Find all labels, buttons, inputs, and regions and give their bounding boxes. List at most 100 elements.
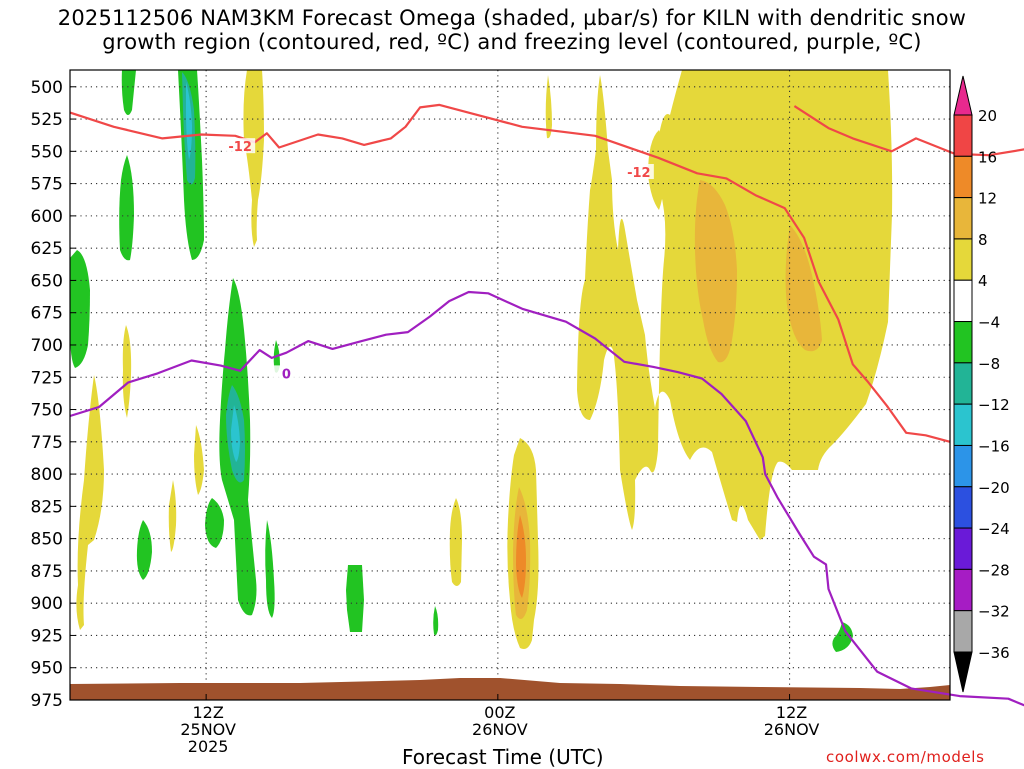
contour-label: -12 xyxy=(228,140,252,155)
colorbar-bottom-arrow xyxy=(953,651,973,693)
contour-label-background xyxy=(623,163,654,179)
colorbar-swatch xyxy=(953,321,973,364)
chart-title: 2025112506 NAM3KM Forecast Omega (shaded… xyxy=(0,6,1024,54)
contour-layer xyxy=(69,103,1024,707)
omega-cell-positive-8 xyxy=(785,225,822,352)
colorbar-label: −24 xyxy=(978,520,1010,538)
terrain xyxy=(70,678,950,700)
omega-cell-positive xyxy=(168,480,177,552)
omega-cell-positive-12 xyxy=(516,515,526,598)
y-tick-label: 800 xyxy=(31,465,63,485)
x-tick-label: 00Z xyxy=(484,703,515,722)
omega-cell-negative xyxy=(119,155,134,261)
omega-cell-negative xyxy=(433,606,439,636)
y-tick-label: 750 xyxy=(31,401,63,421)
colorbar-label: −4 xyxy=(978,314,1000,332)
title-line-2: growth region (contoured, red, ºC) and f… xyxy=(102,30,922,54)
colorbar-label: 16 xyxy=(978,148,997,166)
omega-shading xyxy=(70,70,893,652)
x-tick-label: 26NOV xyxy=(764,720,820,739)
colorbar-swatch xyxy=(953,568,973,612)
colorbar-swatch xyxy=(953,444,973,488)
contour-label-background xyxy=(271,365,302,381)
omega-cell-negative xyxy=(832,622,853,652)
y-tick-label: 675 xyxy=(31,304,63,324)
omega-cell-positive-8 xyxy=(694,180,737,363)
colorbar xyxy=(953,75,973,693)
colorbar-label: 12 xyxy=(978,190,997,208)
omega-cell-positive xyxy=(545,75,552,139)
y-tick-label: 825 xyxy=(31,497,63,517)
omega-cell-positive xyxy=(648,130,665,210)
contour-label-layer: -12-12-180 xyxy=(225,138,654,382)
omega-cell-negative xyxy=(121,70,136,115)
y-tick-label: 725 xyxy=(31,368,63,388)
colorbar-swatch xyxy=(953,362,973,405)
dgz-contour xyxy=(69,103,951,443)
title-line-1: 2025112506 NAM3KM Forecast Omega (shaded… xyxy=(57,6,967,30)
contour-label: -12 xyxy=(627,166,651,181)
omega-cell-positive xyxy=(449,498,462,586)
x-tick-label: 25NOV xyxy=(180,720,236,739)
omega-cell-negative xyxy=(346,565,364,632)
y-tick-label: 650 xyxy=(31,271,63,291)
colorbar-label: −28 xyxy=(978,561,1010,579)
y-tick-label: 575 xyxy=(31,175,63,195)
omega-cell-positive xyxy=(243,70,264,247)
colorbar-swatch xyxy=(953,486,973,529)
colorbar-swatch xyxy=(953,238,973,281)
grid-lines xyxy=(70,70,950,701)
x-tick-label: 12Z xyxy=(776,703,807,722)
y-tick-label: 700 xyxy=(31,336,63,356)
colorbar-swatch xyxy=(953,403,973,446)
omega-cell-negative xyxy=(136,520,152,580)
plot-frame xyxy=(69,69,951,701)
omega-cell-positive xyxy=(122,325,132,418)
omega-cell-negative xyxy=(70,250,90,368)
y-tick-label: 975 xyxy=(31,691,63,711)
y-tick-label: 600 xyxy=(31,207,63,227)
y-tick-label: 925 xyxy=(31,626,63,646)
contour-label: 0 xyxy=(282,367,291,382)
colorbar-label: 20 xyxy=(978,107,997,125)
y-tick-label: 775 xyxy=(31,433,63,453)
y-tick-label: 625 xyxy=(31,239,63,259)
dgz-contour xyxy=(793,105,1024,157)
colorbar-top-arrow xyxy=(953,75,973,116)
y-tick-label: 525 xyxy=(31,110,63,130)
x-axis-title: Forecast Time (UTC) xyxy=(402,745,604,769)
y-tick-label: 550 xyxy=(31,142,63,162)
colorbar-swatch xyxy=(953,197,973,240)
colorbar-label: 8 xyxy=(978,231,988,249)
colorbar-swatch xyxy=(953,527,973,570)
x-tick-label: 2025 xyxy=(188,737,229,756)
x-tick-label: 12Z xyxy=(192,703,223,722)
colorbar-label: −32 xyxy=(978,603,1010,621)
colorbar-labels: 20 16 12 8 4 −4 −8 −12 −16 −20 −24 −28 −32 −36 xyxy=(978,107,1010,662)
colorbar-swatch xyxy=(953,155,973,199)
y-tick-label: 875 xyxy=(31,562,63,582)
y-axis-ticks: 500 525 550 575 600 625 650 675 700 725 750 775 800 8… xyxy=(31,78,76,711)
colorbar-swatch xyxy=(953,279,973,323)
y-tick-label: 850 xyxy=(31,530,63,550)
omega-cell-negative xyxy=(265,520,275,618)
colorbar-swatch xyxy=(953,114,973,157)
colorbar-label: −20 xyxy=(978,479,1010,497)
y-tick-label: 500 xyxy=(31,78,63,98)
colorbar-label: 4 xyxy=(978,272,988,290)
colorbar-label: −12 xyxy=(978,396,1010,414)
omega-cell-positive xyxy=(194,425,204,495)
contour-label-background xyxy=(225,138,256,154)
y-tick-label: 950 xyxy=(31,659,63,679)
colorbar-label: −36 xyxy=(978,644,1010,662)
x-tick-label: 26NOV xyxy=(472,720,528,739)
omega-cell-negative xyxy=(205,498,224,548)
colorbar-swatch xyxy=(953,610,973,653)
source-credit: coolwx.com/models xyxy=(826,748,985,766)
x-axis-ticks: 12Z25NOV202500Z26NOV12Z26NOV00Z27NOV12Z2… xyxy=(180,694,820,756)
omega-cell-negative-12 xyxy=(231,405,240,462)
colorbar-label: −16 xyxy=(978,437,1010,455)
omega-cell-negative-12 xyxy=(186,82,192,160)
omega-cell-positive xyxy=(76,375,104,630)
